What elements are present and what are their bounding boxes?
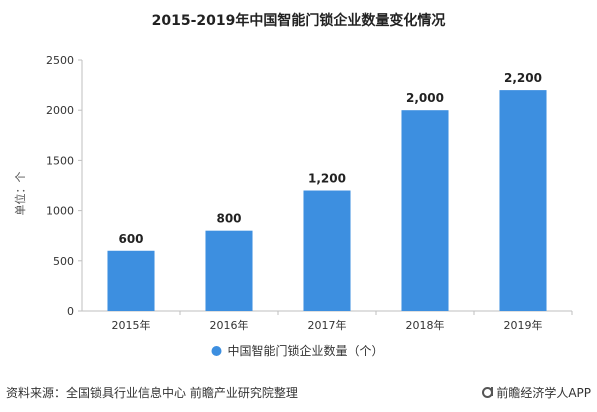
- bar-chart: 0 500 1000 1500 2000 2500 单位：个 600 2015年 800 2016年…: [13, 54, 573, 358]
- data-label: 2,200: [504, 71, 542, 85]
- source-note: 资料来源：全国锁具行业信息中心 前瞻产业研究院整理: [6, 386, 298, 400]
- chart-title: 2015-2019年中国智能门锁企业数量变化情况: [151, 13, 446, 29]
- bar: [499, 90, 547, 312]
- x-tick-label: 2015年: [112, 318, 151, 332]
- legend-swatch: [211, 346, 222, 356]
- x-tick-label: 2018年: [406, 318, 445, 332]
- bar: [205, 230, 253, 311]
- y-tick-label: 1500: [46, 154, 74, 167]
- y-tick-label: 2000: [46, 104, 74, 117]
- y-tick-label: 0: [67, 305, 74, 318]
- y-tick-label: 500: [53, 255, 74, 268]
- x-tick-label: 2017年: [308, 318, 347, 332]
- y-tick-label: 2500: [46, 54, 74, 67]
- data-label: 600: [118, 232, 143, 246]
- x-tick-label: 2019年: [504, 318, 543, 332]
- bar: [303, 190, 351, 311]
- y-tick-label: 1000: [46, 205, 74, 218]
- bar: [401, 110, 449, 311]
- y-axis-title: 单位：个: [13, 172, 27, 216]
- brand-logo-icon: [482, 387, 494, 398]
- x-tick-label: 2016年: [210, 318, 249, 332]
- brand-label: 前瞻经济学人APP: [496, 386, 591, 400]
- bar: [107, 250, 155, 311]
- data-label: 800: [216, 212, 241, 226]
- brand-mark: 前瞻经济学人APP: [482, 384, 591, 401]
- legend-label: 中国智能门锁企业数量（个）: [228, 343, 384, 358]
- data-label: 2,000: [406, 91, 444, 105]
- data-label: 1,200: [308, 172, 346, 186]
